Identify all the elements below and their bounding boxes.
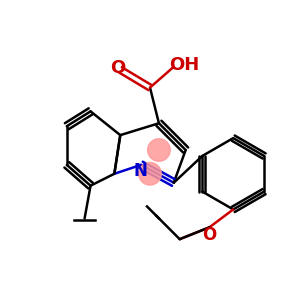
Text: OH: OH — [169, 56, 199, 74]
Text: O: O — [110, 59, 125, 77]
Circle shape — [148, 139, 170, 161]
Text: N: N — [134, 162, 147, 180]
Circle shape — [139, 163, 161, 185]
Text: O: O — [202, 226, 217, 244]
